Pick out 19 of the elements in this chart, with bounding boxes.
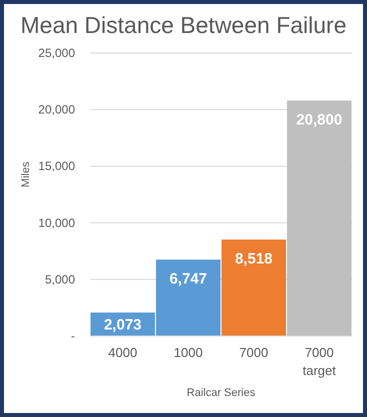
- x-tick-label: 7000 target: [302, 345, 336, 378]
- y-tick-label: 15,000: [38, 159, 76, 174]
- y-tick-label: 10,000: [38, 216, 76, 230]
- y-tick-label: 20,000: [38, 102, 76, 117]
- data-label: 6,747: [169, 270, 208, 288]
- data-label: 2,073: [104, 316, 142, 334]
- y-tick-label: -: [71, 329, 75, 343]
- y-tick-label: 25,000: [38, 46, 76, 60]
- x-tick-label: 1000: [174, 345, 203, 360]
- x-axis-title: Railcar Series: [186, 387, 256, 399]
- y-tick-label: 5,000: [44, 272, 76, 286]
- data-label: 8,518: [234, 250, 273, 268]
- x-tick-label: 4000: [108, 345, 138, 360]
- x-tick-label: 7000: [239, 345, 268, 360]
- y-axis-title: Miles: [20, 161, 32, 188]
- data-label: 20,800: [296, 112, 342, 129]
- chart-title: Mean Distance Between Failure: [20, 12, 346, 38]
- bar: [222, 240, 286, 336]
- bar: [287, 100, 352, 336]
